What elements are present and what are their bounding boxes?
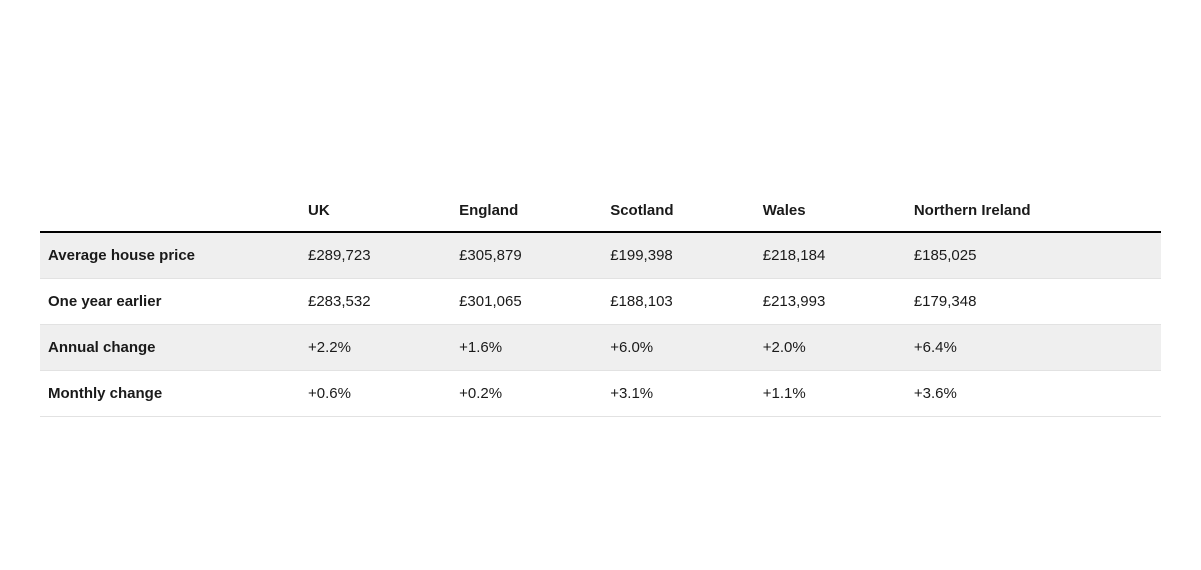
cell: £213,993: [755, 279, 906, 325]
header-uk: UK: [300, 190, 451, 232]
cell: +1.1%: [755, 371, 906, 417]
table-row: One year earlier £283,532 £301,065 £188,…: [40, 279, 1161, 325]
cell: £218,184: [755, 232, 906, 279]
cell: £179,348: [906, 279, 1161, 325]
row-label: Annual change: [40, 325, 300, 371]
cell: +3.1%: [602, 371, 755, 417]
table-container: UK England Scotland Wales Northern Irela…: [0, 0, 1201, 417]
cell: +2.0%: [755, 325, 906, 371]
cell: +6.0%: [602, 325, 755, 371]
cell: £301,065: [451, 279, 602, 325]
header-blank: [40, 190, 300, 232]
header-scotland: Scotland: [602, 190, 755, 232]
cell: +3.6%: [906, 371, 1161, 417]
header-row: UK England Scotland Wales Northern Irela…: [40, 190, 1161, 232]
row-label: Average house price: [40, 232, 300, 279]
header-northern-ireland: Northern Ireland: [906, 190, 1161, 232]
header-wales: Wales: [755, 190, 906, 232]
row-label: One year earlier: [40, 279, 300, 325]
cell: £199,398: [602, 232, 755, 279]
cell: +0.2%: [451, 371, 602, 417]
cell: £289,723: [300, 232, 451, 279]
cell: +2.2%: [300, 325, 451, 371]
table-row: Annual change +2.2% +1.6% +6.0% +2.0% +6…: [40, 325, 1161, 371]
table-row: Monthly change +0.6% +0.2% +3.1% +1.1% +…: [40, 371, 1161, 417]
cell: £283,532: [300, 279, 451, 325]
header-england: England: [451, 190, 602, 232]
cell: +0.6%: [300, 371, 451, 417]
cell: +1.6%: [451, 325, 602, 371]
cell: +6.4%: [906, 325, 1161, 371]
cell: £305,879: [451, 232, 602, 279]
cell: £185,025: [906, 232, 1161, 279]
house-price-table: UK England Scotland Wales Northern Irela…: [40, 190, 1161, 417]
row-label: Monthly change: [40, 371, 300, 417]
cell: £188,103: [602, 279, 755, 325]
table-row: Average house price £289,723 £305,879 £1…: [40, 232, 1161, 279]
